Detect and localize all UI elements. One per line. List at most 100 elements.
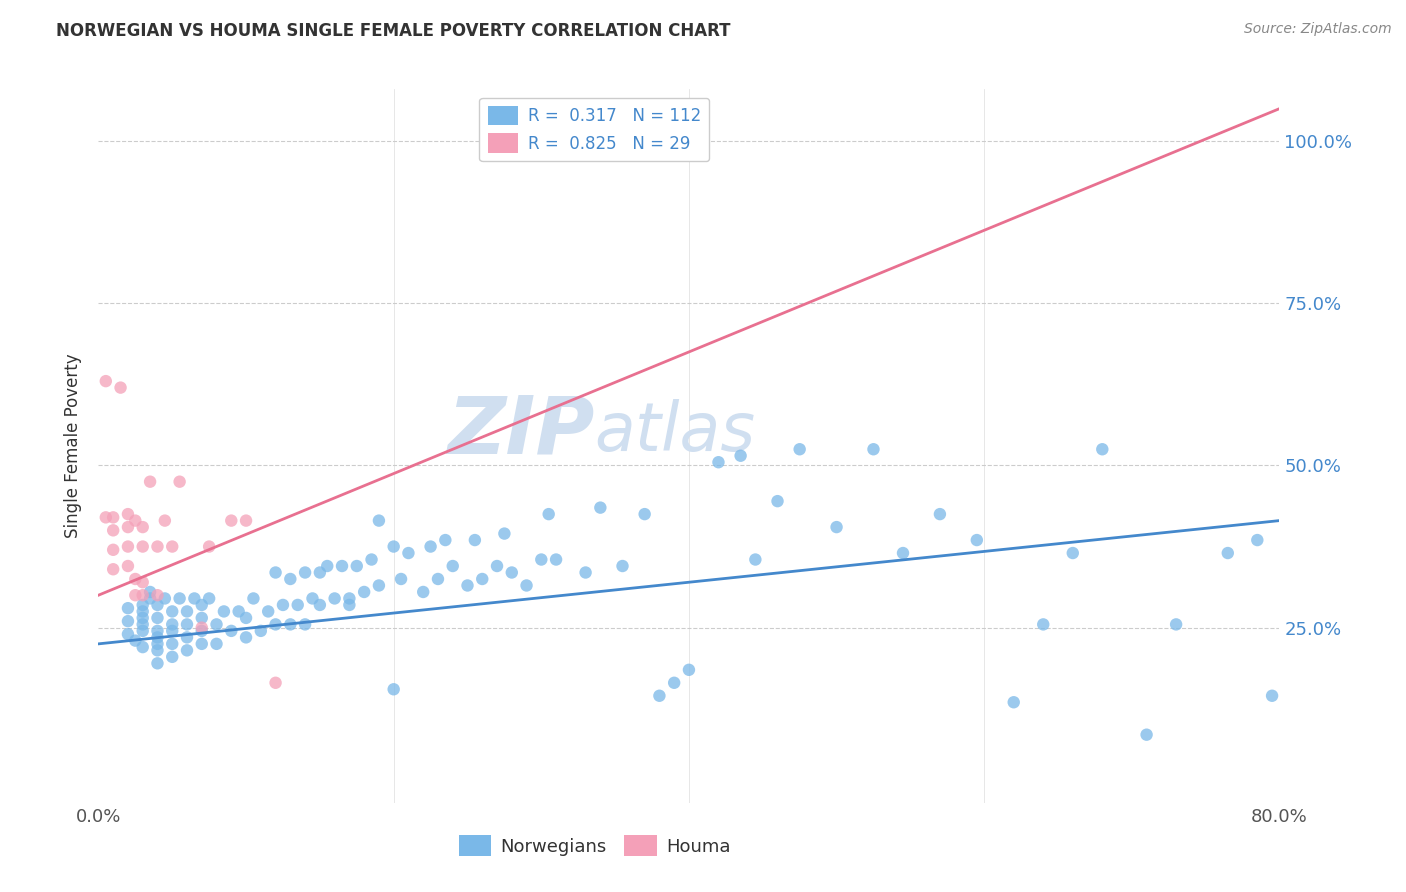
- Point: [515, 578, 537, 592]
- Point: [191, 621, 214, 635]
- Point: [132, 575, 155, 590]
- Point: [825, 520, 848, 534]
- Point: [456, 578, 478, 592]
- Point: [294, 566, 316, 580]
- Point: [146, 598, 169, 612]
- Point: [191, 624, 214, 638]
- Point: [368, 578, 391, 592]
- Point: [427, 572, 450, 586]
- Point: [198, 540, 221, 554]
- Point: [162, 540, 183, 554]
- Point: [139, 585, 162, 599]
- Point: [94, 374, 117, 388]
- Point: [132, 624, 155, 638]
- Point: [862, 442, 884, 457]
- Point: [419, 540, 441, 554]
- Point: [132, 640, 155, 654]
- Point: [471, 572, 494, 586]
- Point: [176, 631, 198, 645]
- Point: [648, 689, 671, 703]
- Point: [346, 559, 368, 574]
- Point: [132, 520, 155, 534]
- Point: [966, 533, 988, 547]
- Point: [1216, 546, 1239, 560]
- Point: [412, 585, 434, 599]
- Point: [287, 598, 309, 612]
- Point: [264, 566, 287, 580]
- Point: [309, 598, 332, 612]
- Point: [132, 617, 155, 632]
- Point: [153, 591, 176, 606]
- Point: [103, 510, 125, 524]
- Point: [146, 631, 169, 645]
- Point: [235, 611, 257, 625]
- Point: [1246, 533, 1268, 547]
- Point: [169, 591, 191, 606]
- Point: [132, 588, 155, 602]
- Text: atlas: atlas: [595, 399, 755, 465]
- Point: [146, 643, 169, 657]
- Point: [117, 614, 139, 628]
- Point: [612, 559, 634, 574]
- Point: [330, 559, 353, 574]
- Point: [339, 598, 360, 612]
- Point: [530, 552, 553, 566]
- Point: [162, 624, 183, 638]
- Point: [1062, 546, 1084, 560]
- Point: [501, 566, 523, 580]
- Point: [110, 381, 132, 395]
- Point: [162, 617, 183, 632]
- Point: [162, 649, 183, 664]
- Point: [139, 475, 162, 489]
- Point: [789, 442, 811, 457]
- Point: [94, 510, 117, 524]
- Point: [219, 514, 242, 528]
- Point: [928, 507, 950, 521]
- Point: [132, 611, 155, 625]
- Point: [301, 591, 323, 606]
- Point: [257, 604, 280, 618]
- Point: [219, 624, 242, 638]
- Point: [132, 598, 155, 612]
- Point: [183, 591, 205, 606]
- Point: [117, 507, 139, 521]
- Point: [146, 624, 169, 638]
- Point: [117, 540, 139, 554]
- Point: [589, 500, 612, 515]
- Point: [103, 524, 125, 538]
- Point: [146, 611, 169, 625]
- Point: [153, 514, 176, 528]
- Point: [368, 514, 391, 528]
- Point: [242, 591, 264, 606]
- Point: [339, 591, 360, 606]
- Point: [278, 572, 302, 586]
- Point: [1135, 728, 1157, 742]
- Point: [103, 562, 125, 576]
- Point: [169, 475, 191, 489]
- Point: [891, 546, 914, 560]
- Point: [486, 559, 509, 574]
- Point: [1261, 689, 1284, 703]
- Point: [766, 494, 789, 508]
- Point: [146, 657, 169, 671]
- Legend: Norwegians, Houma: Norwegians, Houma: [450, 826, 740, 865]
- Point: [441, 559, 464, 574]
- Point: [235, 514, 257, 528]
- Point: [124, 514, 146, 528]
- Point: [323, 591, 346, 606]
- Point: [494, 526, 516, 541]
- Point: [205, 617, 228, 632]
- Point: [162, 637, 183, 651]
- Point: [146, 588, 169, 602]
- Point: [146, 540, 169, 554]
- Point: [117, 601, 139, 615]
- Point: [162, 604, 183, 618]
- Point: [191, 637, 214, 651]
- Point: [309, 566, 332, 580]
- Point: [250, 624, 273, 638]
- Point: [678, 663, 700, 677]
- Point: [353, 585, 375, 599]
- Y-axis label: Single Female Poverty: Single Female Poverty: [65, 354, 83, 538]
- Point: [546, 552, 568, 566]
- Point: [278, 617, 302, 632]
